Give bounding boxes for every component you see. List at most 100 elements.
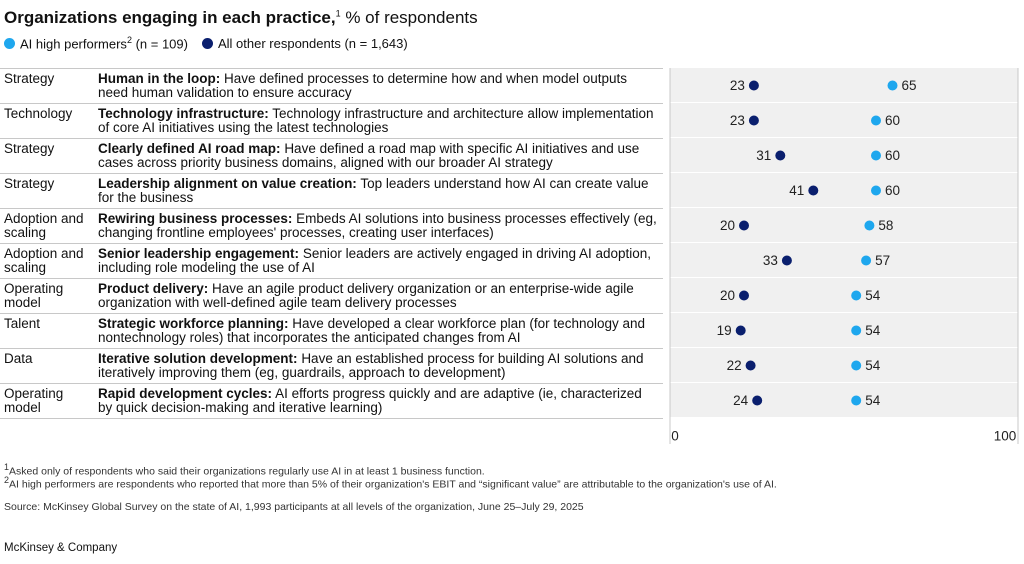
- practice: Rewiring business processes:: [98, 211, 293, 226]
- footnote: 2AI high performers are respondents who …: [4, 475, 777, 491]
- legend: AI high performers2 (n = 109) All other r…: [4, 35, 408, 51]
- practice-description: Have an agile product delivery organizat…: [98, 281, 634, 310]
- dot: [748, 115, 759, 126]
- practice: Senior leadership engagement:: [98, 246, 300, 261]
- value-label: 54: [865, 288, 881, 303]
- value-label: 60: [885, 148, 900, 163]
- dot: [748, 80, 759, 91]
- dot: [871, 115, 881, 126]
- dot: [775, 150, 786, 161]
- practice-description: Have defined a road map with specific AI…: [98, 141, 640, 170]
- row-band: [670, 173, 1018, 207]
- dot: [735, 325, 746, 336]
- value-label: 54: [865, 393, 881, 408]
- row: Operating model Rapid development cycles:…: [0, 383, 663, 419]
- dot: [851, 395, 862, 406]
- value-label: 65: [902, 78, 917, 93]
- dot: [739, 290, 749, 301]
- description: Rewiring business processes: Embeds AI s…: [98, 209, 658, 243]
- title-note: 1: [335, 8, 341, 19]
- dot: [861, 255, 872, 266]
- dot: [887, 80, 898, 91]
- row-band: [670, 313, 1018, 347]
- row-band: [670, 348, 1018, 382]
- legend-name: AI high performers: [20, 36, 127, 52]
- legend-dot: [4, 37, 15, 49]
- practice: Human in the loop:: [98, 71, 221, 86]
- value-label: 19: [717, 323, 732, 338]
- legend-item: All other respondents (n = 1,643): [201, 35, 408, 51]
- row-band: [670, 138, 1018, 172]
- dot: [752, 395, 763, 406]
- practice-description: AI efforts progress quickly and are adap…: [98, 386, 642, 415]
- dot: [871, 150, 881, 161]
- practice-description: Technology infrastructure and architectu…: [98, 106, 654, 135]
- footnote: 1Asked only of respondents who said thei…: [4, 462, 485, 478]
- description: Rapid development cycles: AI efforts pro…: [98, 384, 658, 418]
- value-label: 60: [885, 113, 900, 128]
- legend-n: (n = 1,643): [344, 35, 408, 51]
- domain: Operating model: [4, 281, 64, 310]
- legend-dot: [201, 37, 213, 49]
- practice: Iterative solution development:: [98, 351, 298, 366]
- dot: [808, 185, 819, 196]
- row: Adoption and scaling Rewiring business pr…: [0, 208, 663, 243]
- practice: Product delivery:: [98, 281, 209, 296]
- title: Organizations engaging in each practice,…: [4, 8, 478, 28]
- value-label: 31: [756, 148, 771, 163]
- source: Source: McKinsey Global Survey on the st…: [4, 501, 584, 513]
- domain: Adoption and scaling: [4, 246, 84, 275]
- dot: [851, 360, 862, 371]
- practice: Rapid development cycles:: [98, 386, 273, 401]
- value-label: 20: [720, 218, 735, 233]
- row: Adoption and scaling Senior leadership en…: [0, 243, 663, 278]
- description: Iterative solution development: Have an …: [98, 349, 658, 383]
- row-band: [670, 243, 1018, 277]
- row-band: [670, 383, 1018, 417]
- practice-description: Have an established process for building…: [98, 351, 644, 380]
- dot: [781, 255, 792, 266]
- row: Strategy Leadership alignment on value cr…: [0, 173, 663, 208]
- footnote-mark: 2: [4, 475, 10, 485]
- value-label: 22: [727, 358, 742, 373]
- domain: Operating model: [4, 386, 64, 415]
- row: Strategy Human in the loop: Have defined …: [0, 68, 663, 103]
- legend-name: All other respondents: [217, 35, 341, 51]
- description: Strategic workforce planning: Have devel…: [98, 314, 658, 348]
- value-label: 24: [733, 393, 749, 408]
- row-band: [670, 208, 1018, 242]
- practice-description: Senior leaders are actively engaged in d…: [98, 246, 652, 275]
- x-tick-label: 0: [671, 429, 679, 444]
- domain: Adoption and scaling: [4, 211, 84, 240]
- legend-label: AI high performers2 (n = 109): [20, 35, 188, 51]
- domain: Strategy: [4, 176, 55, 191]
- brand: McKinsey & Company: [4, 542, 118, 554]
- description: Human in the loop: Have defined processe…: [98, 69, 658, 103]
- practice: Strategic workforce planning:: [98, 316, 289, 331]
- row: Technology Technology infrastructure: Tec…: [0, 103, 663, 138]
- footnote-text: Asked only of respondents who said their…: [9, 465, 485, 478]
- row: Operating model Product delivery: Have an…: [0, 278, 663, 313]
- row: Strategy Clearly defined AI road map: Hav…: [0, 138, 663, 173]
- dot: [745, 360, 756, 371]
- row-band: [670, 68, 1018, 102]
- subtitle: % of respondents: [345, 8, 478, 27]
- legend-n: (n = 109): [135, 36, 188, 52]
- footnote-text: AI high performers are respondents who r…: [9, 478, 777, 491]
- value-label: 58: [878, 218, 893, 233]
- row-band: [670, 103, 1018, 137]
- row-band: [670, 278, 1018, 312]
- domain: Strategy: [4, 71, 55, 86]
- value-label: 23: [730, 113, 745, 128]
- value-label: 33: [763, 253, 778, 268]
- row: Data Iterative solution development: Have…: [0, 348, 663, 383]
- description: Product delivery: Have an agile product …: [98, 279, 658, 313]
- legend-note: 2: [126, 35, 132, 45]
- title-text: Organizations engaging in each practice,: [4, 8, 336, 27]
- practice-description: Have defined processes to determine how …: [98, 71, 628, 100]
- value-label: 41: [789, 183, 804, 198]
- description: Senior leadership engagement: Senior lea…: [98, 244, 658, 278]
- practice-description: Embeds AI solutions into business proces…: [98, 211, 657, 240]
